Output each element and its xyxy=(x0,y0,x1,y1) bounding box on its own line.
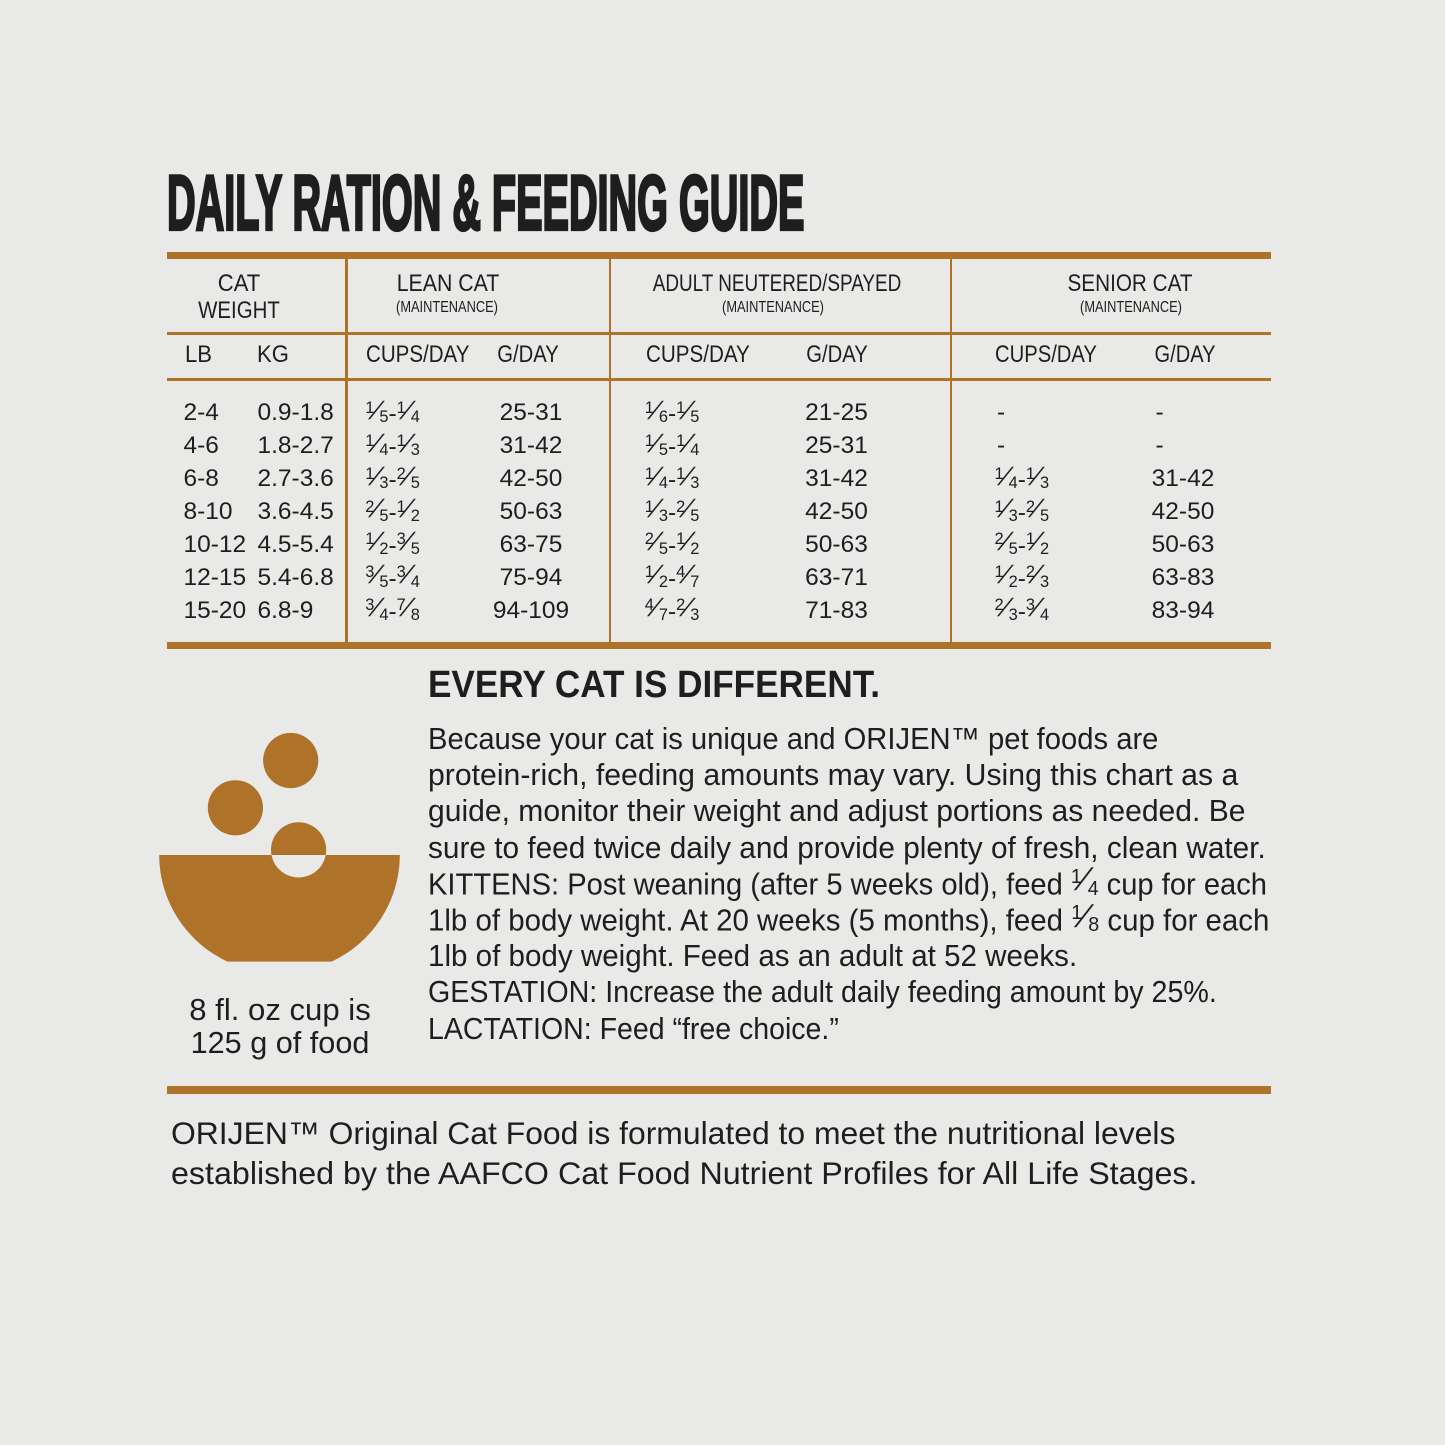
svg-text:DAILY RATION & FEEDING GUIDE: DAILY RATION & FEEDING GUIDE xyxy=(167,160,804,247)
